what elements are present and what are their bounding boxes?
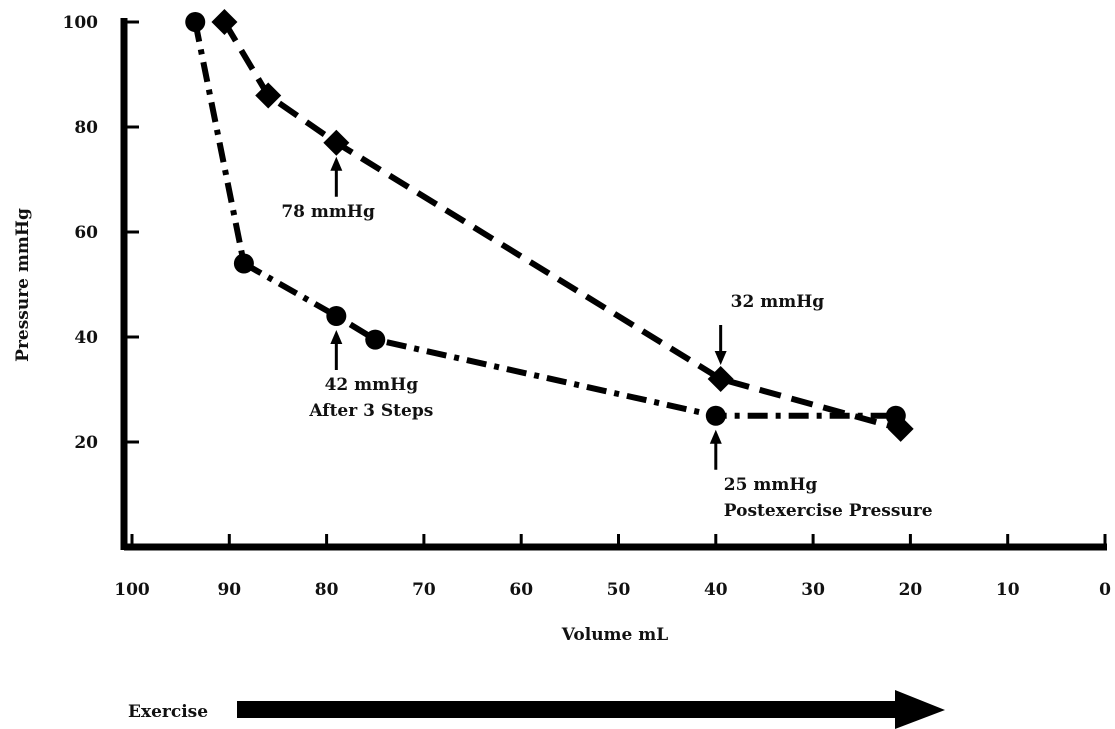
annotation-label: After 3 Steps: [308, 401, 433, 421]
circle-point: [326, 306, 347, 326]
y-tick-label: 40: [74, 328, 98, 348]
annotation-arrow-head: [330, 330, 343, 344]
exercise-arrow: [237, 690, 945, 729]
series-2-line: [192, 21, 896, 419]
circle-point: [185, 12, 206, 32]
x-tick-label: 10: [996, 580, 1020, 600]
series-1-line: [221, 20, 902, 432]
annotation-label: 78 mmHg: [281, 202, 375, 222]
x-tick-label: 90: [217, 580, 241, 600]
annotation: 42 mmHg After 3 Steps: [308, 330, 433, 421]
annotation-label: 42 mmHg: [325, 375, 419, 395]
y-tick-label: 80: [74, 118, 98, 138]
y-tick-label: 100: [63, 13, 99, 33]
annotation: 78 mmHg: [281, 156, 375, 222]
y-tick-label: 20: [74, 433, 98, 453]
annotation-arrow-head: [709, 429, 722, 444]
x-axis-label: Volume mL: [561, 625, 668, 645]
annotation-arrow-head: [330, 156, 343, 171]
x-tick-label: 100: [114, 580, 150, 600]
diamond-point: [707, 366, 734, 392]
diamond-point: [211, 9, 238, 35]
x-tick-label: 60: [509, 580, 533, 600]
circle-point: [705, 405, 726, 426]
annotation-arrow-head: [714, 351, 727, 365]
annotation: 25 mmHg Postexercise Pressure: [709, 429, 933, 521]
circle-point: [885, 405, 906, 426]
x-tick-label: 50: [607, 580, 631, 600]
x-tick-label: 80: [315, 580, 339, 600]
x-tick-label: 30: [801, 580, 825, 600]
y-axis-label: Pressure mmHg: [13, 208, 33, 362]
x-tick-label: 70: [412, 580, 436, 600]
x-tick-label: 40: [704, 580, 728, 600]
diamond-point: [323, 129, 350, 156]
annotation-label: Postexercise Pressure: [724, 501, 933, 521]
exercise-arrow-head: [895, 690, 945, 729]
circle-point: [233, 253, 254, 274]
exercise-label: Exercise: [128, 702, 208, 722]
axes: [120, 18, 1107, 551]
x-tick-label: 20: [899, 580, 923, 600]
annotation-label: 25 mmHg: [724, 475, 818, 495]
series-lines: [192, 20, 902, 432]
annotation-label: 32 mmHg: [731, 292, 825, 312]
series-markers: [185, 9, 914, 442]
annotation: 32 mmHg: [714, 292, 825, 365]
exercise-arrow-shaft: [237, 701, 897, 718]
x-tick-label: 0: [1099, 580, 1111, 600]
exercise-footer: Exercise: [128, 690, 945, 729]
diamond-point: [255, 82, 282, 109]
circle-point: [365, 329, 386, 350]
y-tick-label: 60: [74, 223, 98, 243]
annotations: 78 mmHg 42 mmHg After 3 Steps 32 mmHg 25 mmH…: [281, 156, 933, 521]
